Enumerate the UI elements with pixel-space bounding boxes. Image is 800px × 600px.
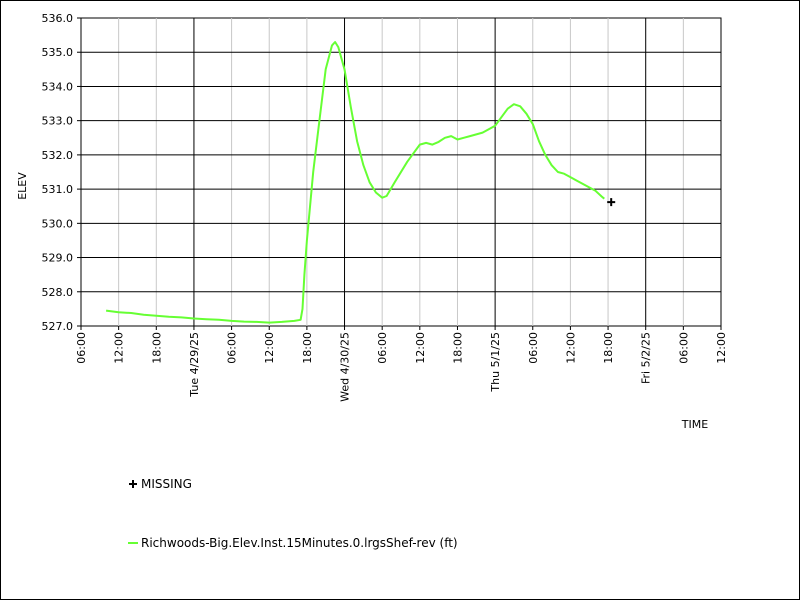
x-axis-label: TIME: [681, 418, 708, 431]
x-tick-label: Wed 4/30/25: [339, 332, 352, 402]
x-tick-label: 06:00: [75, 332, 88, 364]
y-tick-label: 534.0: [42, 80, 74, 93]
x-tick-label: 18:00: [451, 332, 464, 364]
x-tick-label: 06:00: [226, 332, 239, 364]
x-tick-label: 12:00: [414, 332, 427, 364]
minor-gridlines: [118, 18, 684, 326]
series-line: [105, 41, 605, 324]
x-tick-label: 06:00: [376, 332, 389, 364]
x-tick-label: Thu 5/1/25: [489, 332, 502, 393]
y-tick-label: 530.0: [42, 217, 74, 230]
x-tick-label: Fri 5/2/25: [640, 332, 653, 384]
x-tick-label: 18:00: [602, 332, 615, 364]
y-tick-label: 535.0: [42, 46, 74, 59]
x-tick-label: 06:00: [527, 332, 540, 364]
y-axis-label: ELEV: [16, 172, 29, 200]
x-tick-label: 12:00: [564, 332, 577, 364]
series-group: [105, 41, 605, 324]
x-tick-label: 18:00: [150, 332, 163, 364]
y-tick-label: 528.0: [42, 286, 74, 299]
y-axis-ticks: 527.0 528.0 529.0 530.0 531.0 532.0 533.0 534.0…: [42, 12, 81, 333]
x-tick-label: 12:00: [263, 332, 276, 364]
x-axis-ticks: 06:00 12:00 18:00 Tue 4/29/25 06:00 12:00 18:0…: [75, 326, 728, 402]
y-tick-label: 527.0: [42, 320, 74, 333]
legend-series-label: Richwoods-Big.Elev.Inst.15Minutes.0.lrgs…: [141, 536, 458, 550]
y-tick-label: 529.0: [42, 252, 74, 265]
missing-markers: [607, 198, 616, 207]
y-tick-label: 532.0: [42, 149, 74, 162]
y-tick-label: 533.0: [42, 115, 74, 128]
legend-missing-label: MISSING: [141, 477, 192, 491]
legend-missing-icon: [129, 480, 137, 488]
y-tick-label: 536.0: [42, 12, 74, 25]
x-tick-label: 18:00: [301, 332, 314, 364]
y-tick-label: 531.0: [42, 183, 74, 196]
x-tick-label: 06:00: [677, 332, 690, 364]
x-tick-label: 12:00: [715, 332, 728, 364]
x-tick-label: Tue 4/29/25: [188, 332, 201, 398]
x-tick-label: 12:00: [113, 332, 126, 364]
